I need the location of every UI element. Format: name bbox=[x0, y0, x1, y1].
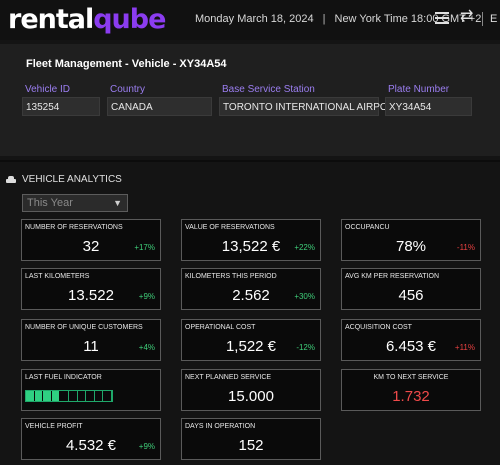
top-bar: rentalqube Monday March 18, 2024 | New Yor… bbox=[0, 0, 500, 40]
card-label: ACQUISITION COST bbox=[345, 324, 412, 331]
swap-arrows-icon[interactable]: ⇄ bbox=[460, 8, 474, 25]
country-field[interactable]: CANADA bbox=[107, 97, 212, 116]
card-value: 1.732 bbox=[392, 388, 430, 405]
fuel-segment bbox=[43, 391, 52, 401]
fuel-segment bbox=[26, 391, 35, 401]
fuel-level-bar bbox=[25, 390, 113, 402]
vehicle-id-label: Vehicle ID bbox=[25, 84, 71, 95]
fuel-segment bbox=[86, 391, 95, 401]
reservations-value-card: VALUE OF RESERVATIONS 13,522 € +22% bbox=[181, 219, 321, 261]
card-value: 1,522 € bbox=[225, 338, 277, 355]
card-label: NEXT PLANNED SERVICE bbox=[185, 374, 272, 381]
section-divider bbox=[0, 160, 500, 162]
base-station-field[interactable]: TORONTO INTERNATIONAL AIRPORT bbox=[219, 97, 401, 116]
card-value: 11 bbox=[83, 338, 99, 355]
card-value: 32 bbox=[82, 238, 100, 255]
card-value: 4.532 € bbox=[65, 437, 117, 454]
reservations-count-card: NUMBER OF RESERVATIONS 32 +17% bbox=[21, 219, 161, 261]
fuel-segment bbox=[68, 391, 78, 401]
card-label: VEHICLE PROFIT bbox=[25, 423, 83, 430]
current-date: Monday March 18, 2024 bbox=[195, 13, 314, 25]
acquisition-cost-card: ACQUISITION COST 6.453 € +11% bbox=[341, 319, 481, 361]
card-label: OCCUPANCU bbox=[345, 224, 390, 231]
card-label: LAST FUEL INDICATOR bbox=[25, 374, 102, 381]
logo-text-qube: qube bbox=[93, 4, 166, 35]
card-value: 152 bbox=[238, 437, 264, 454]
plate-number-field[interactable]: XY34A54 bbox=[385, 97, 472, 116]
card-label: NUMBER OF RESERVATIONS bbox=[25, 224, 123, 231]
card-value: 78% bbox=[395, 238, 427, 255]
fuel-segment bbox=[94, 391, 104, 401]
page-title: Fleet Management - Vehicle - XY34A54 bbox=[26, 58, 227, 70]
unique-customers-card: NUMBER OF UNIQUE CUSTOMERS 11 +4% bbox=[21, 319, 161, 361]
occupancy-card: OCCUPANCU 78% -11% bbox=[341, 219, 481, 261]
km-to-service-card: KM TO NEXT SERVICE 1.732 bbox=[341, 369, 481, 411]
analytics-heading: VEHICLE ANALYTICS bbox=[6, 174, 122, 185]
card-change: +30% bbox=[294, 292, 315, 301]
card-label: AVG KM PER RESERVATION bbox=[345, 273, 440, 280]
fuel-segment bbox=[34, 391, 44, 401]
fuel-segment bbox=[103, 391, 112, 401]
card-label: KM TO NEXT SERVICE bbox=[373, 374, 449, 381]
next-service-card: NEXT PLANNED SERVICE 15.000 bbox=[181, 369, 321, 411]
card-change: +9% bbox=[138, 442, 155, 451]
card-value: 15.000 bbox=[228, 388, 274, 405]
card-change: +22% bbox=[294, 243, 315, 252]
base-station-label: Base Service Station bbox=[222, 84, 315, 95]
avg-km-card: AVG KM PER RESERVATION 456 bbox=[341, 268, 481, 310]
card-value: 2.562 bbox=[232, 287, 270, 304]
card-label: OPERATIONAL COST bbox=[185, 324, 256, 331]
card-label: NUMBER OF UNIQUE CUSTOMERS bbox=[25, 324, 143, 331]
card-change: +17% bbox=[134, 243, 155, 252]
fuel-segment bbox=[77, 391, 87, 401]
card-label: DAYS IN OPERATION bbox=[185, 423, 256, 430]
divider bbox=[482, 12, 483, 26]
card-change: -11% bbox=[456, 243, 475, 252]
card-value: 13.522 bbox=[68, 287, 114, 304]
card-value: 456 bbox=[398, 287, 424, 304]
fleet-management-panel: Fleet Management - Vehicle - XY34A54 Veh… bbox=[0, 44, 500, 156]
card-change: +9% bbox=[138, 292, 155, 301]
days-in-operation-card: DAYS IN OPERATION 152 bbox=[181, 418, 321, 460]
period-value: This Year bbox=[27, 197, 73, 209]
operational-cost-card: OPERATIONAL COST 1,522 € -12% bbox=[181, 319, 321, 361]
kilometers-period-card: KILOMETERS THIS PERIOD 2.562 +30% bbox=[181, 268, 321, 310]
card-change: +4% bbox=[138, 343, 155, 352]
fuel-segment bbox=[60, 391, 69, 401]
analytics-title: VEHICLE ANALYTICS bbox=[22, 174, 122, 185]
rentalqube-logo[interactable]: rentalqube bbox=[8, 4, 166, 35]
card-value: 6.453 € bbox=[385, 338, 437, 355]
card-change: -12% bbox=[296, 343, 315, 352]
vehicle-profit-card: VEHICLE PROFIT 4.532 € +9% bbox=[21, 418, 161, 460]
card-change: +11% bbox=[454, 343, 475, 352]
language-selector[interactable]: E bbox=[490, 13, 498, 25]
last-kilometers-card: LAST KILOMETERS 13.522 +9% bbox=[21, 268, 161, 310]
menu-icon[interactable] bbox=[435, 12, 449, 24]
card-value: 13,522 € bbox=[221, 238, 281, 255]
plate-number-label: Plate Number bbox=[388, 84, 450, 95]
fuel-indicator-card: LAST FUEL INDICATOR bbox=[21, 369, 161, 411]
chevron-down-icon: ▼ bbox=[113, 198, 122, 208]
card-label: VALUE OF RESERVATIONS bbox=[185, 224, 275, 231]
card-label: LAST KILOMETERS bbox=[25, 273, 90, 280]
country-label: Country bbox=[110, 84, 146, 95]
fuel-segment bbox=[51, 391, 61, 401]
vehicle-id-field[interactable]: 135254 bbox=[22, 97, 100, 116]
period-select[interactable]: This Year ▼ bbox=[22, 194, 128, 212]
car-icon bbox=[6, 175, 16, 184]
separator: | bbox=[322, 13, 326, 25]
logo-text-rental: rental bbox=[8, 4, 94, 35]
card-label: KILOMETERS THIS PERIOD bbox=[185, 273, 277, 280]
